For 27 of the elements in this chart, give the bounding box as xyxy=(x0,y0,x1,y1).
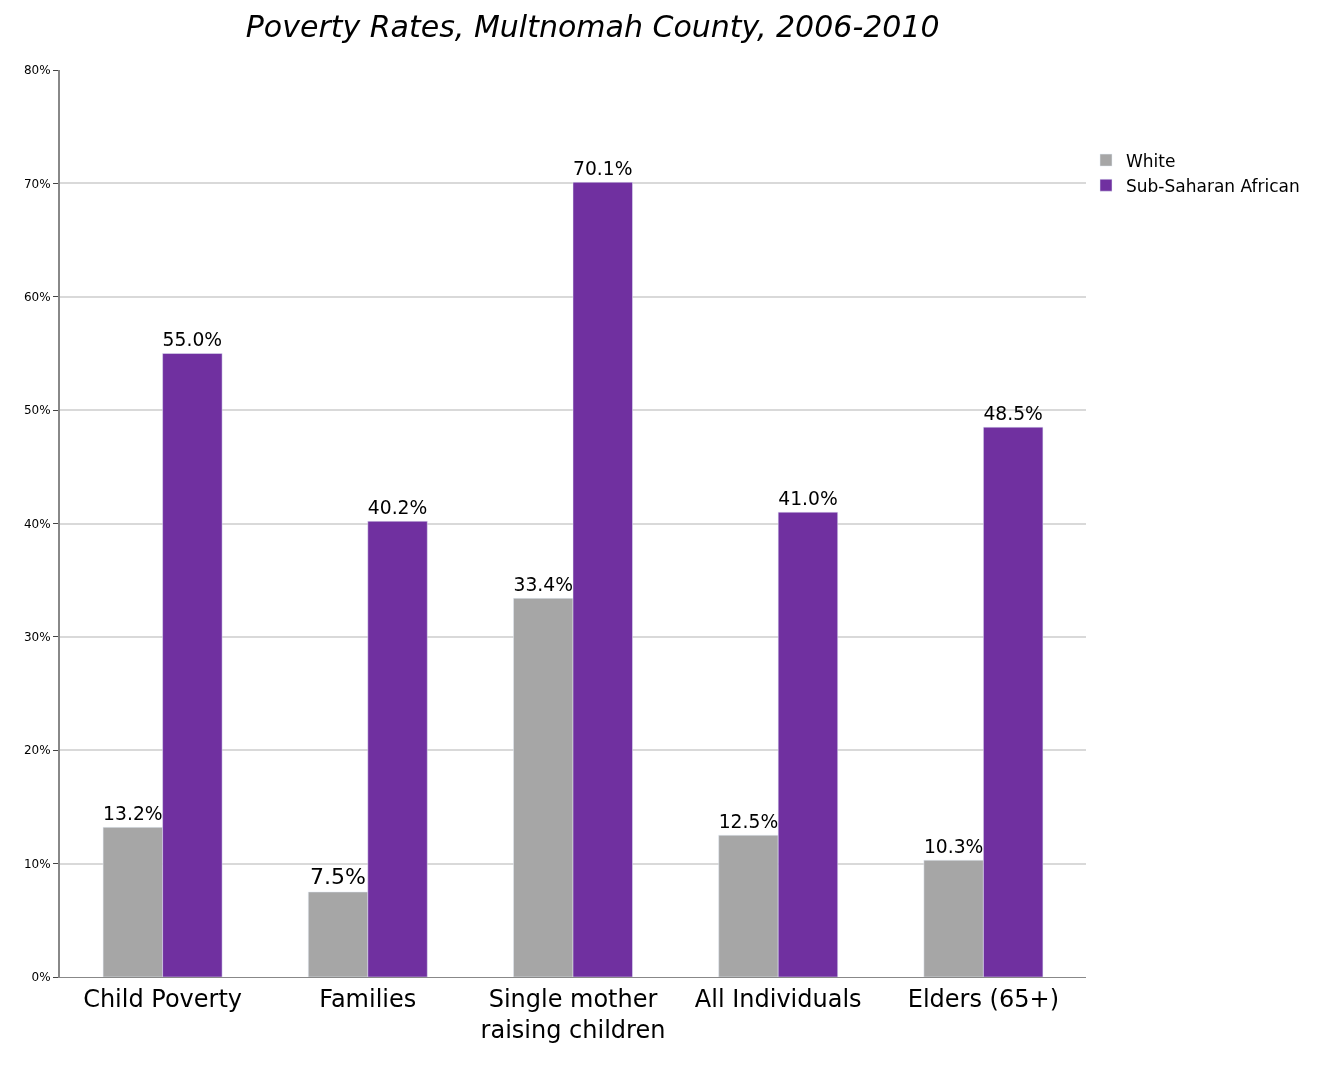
y-tick-label: 60% xyxy=(23,289,51,304)
legend-label: White xyxy=(1126,150,1176,171)
legend-label: Sub-Saharan African xyxy=(1126,175,1300,196)
y-tick-label: 40% xyxy=(23,516,51,531)
y-tick-label: 0% xyxy=(31,970,51,985)
data-label: 13.2% xyxy=(103,803,163,825)
x-tick-label: Elders (65+) xyxy=(907,984,1060,1013)
x-tick-label: Single mother raising children xyxy=(480,984,666,1044)
x-tick-label: Families xyxy=(319,984,417,1013)
data-label: 33.4% xyxy=(513,574,573,596)
data-label: 7.5% xyxy=(310,863,366,889)
x-tick-label: Child Poverty xyxy=(83,984,243,1013)
data-label: 41.0% xyxy=(778,487,838,509)
data-label: 48.5% xyxy=(983,402,1043,424)
chart-title: Poverty Rates, Multnomah County, 2006-2010 xyxy=(245,9,940,45)
data-label: 70.1% xyxy=(573,157,633,179)
y-tick-label: 10% xyxy=(23,856,51,871)
data-label: 40.2% xyxy=(367,496,428,518)
data-label: 55.0% xyxy=(162,329,223,351)
data-label: 10.3% xyxy=(923,835,984,857)
y-tick-label: 50% xyxy=(23,403,51,418)
y-tick-label: 30% xyxy=(23,630,51,645)
data-label: 12.5% xyxy=(718,811,779,833)
x-tick-label: All Individuals xyxy=(694,984,862,1013)
y-tick-label: 80% xyxy=(23,63,51,78)
y-tick-label: 20% xyxy=(23,743,51,758)
y-tick-label: 70% xyxy=(23,176,51,191)
